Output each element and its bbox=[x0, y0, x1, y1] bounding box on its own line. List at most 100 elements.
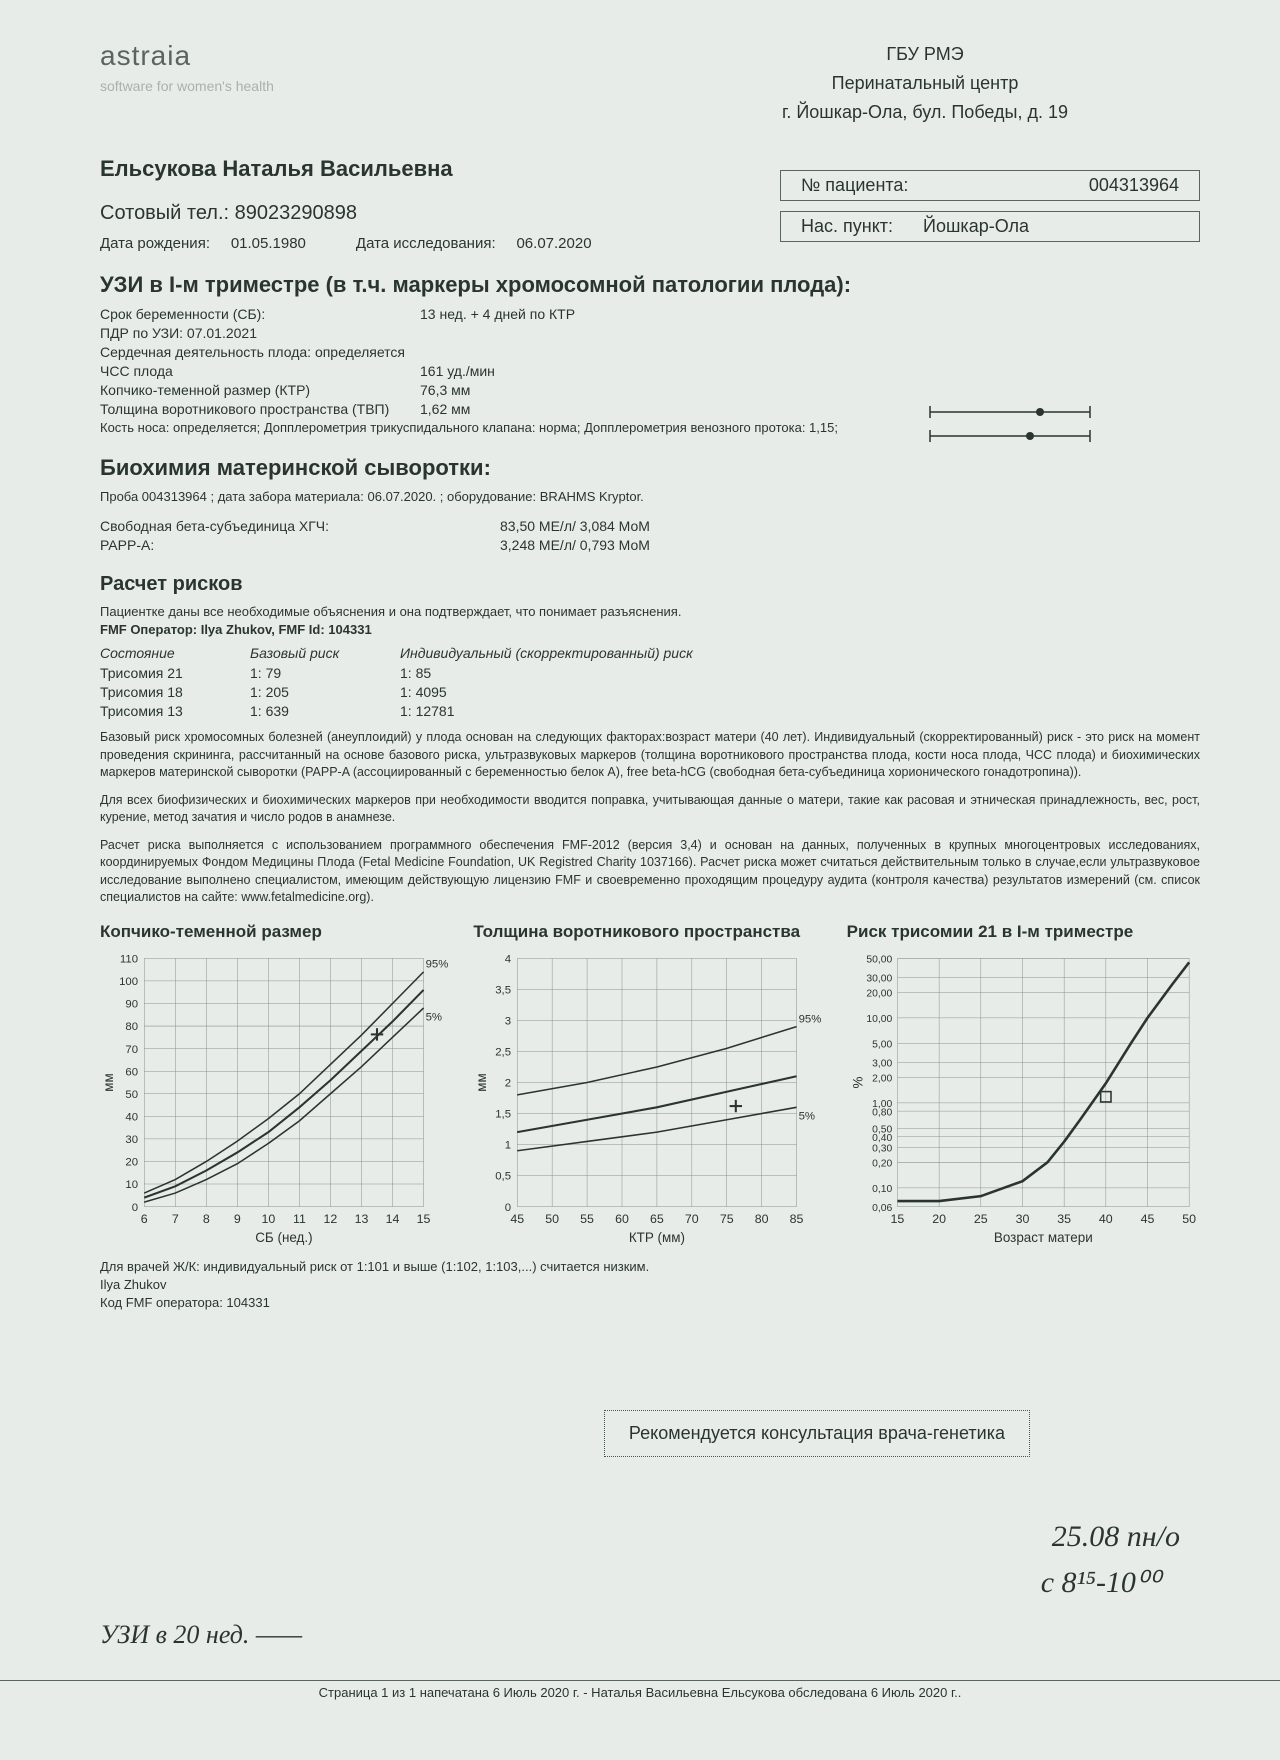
svg-text:50: 50 bbox=[546, 1212, 560, 1226]
patient-city-label: Нас. пункт: bbox=[801, 216, 893, 237]
bio-heading: Биохимия материнской сыворотки: bbox=[100, 455, 1200, 481]
risk-h-c2: Базовый риск bbox=[250, 645, 400, 661]
papp-label: PAPP-A: bbox=[100, 537, 420, 553]
svg-text:5%: 5% bbox=[799, 1111, 815, 1123]
svg-text:50,00: 50,00 bbox=[866, 954, 892, 965]
svg-text:60: 60 bbox=[615, 1212, 629, 1226]
risk-heading: Расчет рисков bbox=[100, 573, 1200, 596]
risk-consent: Пациентке даны все необходимые объяснени… bbox=[100, 604, 1200, 619]
ga-label: Срок беременности (СБ): bbox=[100, 306, 420, 322]
svg-text:70: 70 bbox=[685, 1212, 699, 1226]
svg-text:11: 11 bbox=[293, 1212, 306, 1226]
svg-text:30: 30 bbox=[1015, 1212, 1029, 1226]
ga-value: 13 нед. + 4 дней по КТР bbox=[420, 306, 575, 322]
svg-text:90: 90 bbox=[125, 999, 138, 1011]
org-line3: г. Йошкар-Ола, бул. Победы, д. 19 bbox=[650, 98, 1200, 127]
svg-text:5,00: 5,00 bbox=[872, 1039, 892, 1050]
hr-label: ЧСС плода bbox=[100, 363, 420, 379]
risk-para2: Расчет риска выполняется с использование… bbox=[100, 837, 1200, 907]
phone-value: 89023290898 bbox=[235, 202, 357, 224]
svg-text:1,5: 1,5 bbox=[496, 1109, 512, 1121]
svg-text:95%: 95% bbox=[799, 1013, 822, 1025]
patient-city-box: Нас. пункт: Йошкар-Ола bbox=[780, 211, 1200, 242]
svg-text:КТР (мм): КТР (мм) bbox=[629, 1230, 685, 1245]
organization-block: ГБУ РМЭ Перинатальный центр г. Йошкар-Ол… bbox=[650, 40, 1200, 126]
logo-block: astraia software for women's health bbox=[100, 40, 650, 126]
footer-opcode: Код FMF оператора: 104331 bbox=[100, 1295, 1200, 1310]
table-row: Трисомия 18 1: 205 1: 4095 bbox=[100, 684, 1200, 700]
cardiac: Сердечная деятельность плода: определяет… bbox=[100, 344, 1200, 360]
header: astraia software for women's health ГБУ … bbox=[100, 40, 1200, 126]
handwriting-note: УЗИ в 20 нед. —— bbox=[100, 1620, 302, 1650]
chart-t21: Риск трисомии 21 в I-м триместре 1520253… bbox=[847, 922, 1200, 1251]
svg-text:0,06: 0,06 bbox=[872, 1203, 892, 1214]
svg-text:85: 85 bbox=[790, 1212, 804, 1226]
doctors-note: Для врачей Ж/К: индивидуальный риск от 1… bbox=[100, 1259, 1200, 1274]
logo-name: astraia bbox=[100, 40, 650, 72]
svg-text:1,00: 1,00 bbox=[872, 1099, 892, 1110]
svg-text:0: 0 bbox=[132, 1202, 138, 1214]
svg-text:40: 40 bbox=[125, 1111, 138, 1123]
patient-id-label: № пациента: bbox=[801, 175, 1059, 196]
papp-value: 3,248 МЕ/л/ 0,793 МоМ bbox=[420, 537, 650, 553]
risk-table: Состояние Базовый риск Индивидуальный (с… bbox=[100, 645, 1200, 719]
svg-text:1: 1 bbox=[505, 1140, 511, 1152]
crl-label: Копчико-теменной размер (КТР) bbox=[100, 382, 420, 398]
svg-text:20: 20 bbox=[125, 1157, 138, 1169]
nt-label: Толщина воротникового пространства (ТВП) bbox=[100, 401, 420, 417]
chart-t21-title: Риск трисомии 21 в I-м триместре bbox=[847, 922, 1200, 942]
svg-text:50: 50 bbox=[1182, 1212, 1196, 1226]
svg-text:СБ (нед.): СБ (нед.) bbox=[255, 1230, 312, 1245]
svg-text:0,10: 0,10 bbox=[872, 1184, 892, 1195]
crl-value: 76,3 мм bbox=[420, 382, 470, 398]
svg-text:3: 3 bbox=[505, 1015, 511, 1027]
svg-text:4: 4 bbox=[505, 953, 511, 965]
svg-text:0,20: 0,20 bbox=[872, 1158, 892, 1169]
patient-city-value: Йошкар-Ола bbox=[923, 216, 1029, 237]
svg-text:45: 45 bbox=[511, 1212, 525, 1226]
svg-text:%: % bbox=[850, 1076, 865, 1088]
svg-text:6: 6 bbox=[141, 1212, 148, 1226]
birth-value: 01.05.1980 bbox=[231, 235, 306, 252]
charts-row: Копчико-теменной размер 6789101112131415… bbox=[100, 922, 1200, 1251]
svg-text:0: 0 bbox=[505, 1202, 511, 1214]
svg-text:8: 8 bbox=[203, 1212, 210, 1226]
svg-text:9: 9 bbox=[234, 1212, 241, 1226]
svg-text:мм: мм bbox=[101, 1073, 116, 1091]
svg-text:70: 70 bbox=[125, 1044, 138, 1056]
svg-text:55: 55 bbox=[580, 1212, 594, 1226]
svg-text:10,00: 10,00 bbox=[866, 1014, 892, 1025]
risk-para1: Базовый риск хромосомных болезней (анеуп… bbox=[100, 729, 1200, 782]
chart-nt-title: Толщина воротникового пространства bbox=[473, 922, 826, 942]
svg-text:20: 20 bbox=[932, 1212, 946, 1226]
uzi-heading: УЗИ в I-м триместре (в т.ч. маркеры хром… bbox=[100, 272, 1200, 298]
svg-text:100: 100 bbox=[119, 976, 138, 988]
svg-text:65: 65 bbox=[650, 1212, 664, 1226]
patient-id-boxes: № пациента: 004313964 Нас. пункт: Йошкар… bbox=[780, 170, 1200, 252]
svg-text:45: 45 bbox=[1140, 1212, 1154, 1226]
handwriting-time: с 8¹⁵-10⁰⁰ bbox=[1041, 1565, 1160, 1600]
org-line1: ГБУ РМЭ bbox=[650, 40, 1200, 69]
svg-text:0,5: 0,5 bbox=[496, 1171, 512, 1183]
svg-text:5%: 5% bbox=[426, 1011, 442, 1023]
logo-subtitle: software for women's health bbox=[100, 78, 650, 94]
risk-h-c1: Состояние bbox=[100, 645, 250, 661]
svg-text:Возраст матери: Возраст матери bbox=[994, 1230, 1093, 1245]
svg-text:2,5: 2,5 bbox=[496, 1046, 512, 1058]
svg-text:10: 10 bbox=[125, 1179, 138, 1191]
hcg-value: 83,50 МЕ/л/ 3,084 МоМ bbox=[420, 518, 650, 534]
birth-label: Дата рождения: bbox=[100, 235, 210, 252]
footer-name: Ilya Zhukov bbox=[100, 1277, 1200, 1292]
nt-value: 1,62 мм bbox=[420, 401, 470, 417]
exam-value: 06.07.2020 bbox=[516, 235, 591, 252]
svg-text:15: 15 bbox=[417, 1212, 431, 1226]
chart-crl-title: Копчико-теменной размер bbox=[100, 922, 453, 942]
table-row: Трисомия 13 1: 639 1: 12781 bbox=[100, 703, 1200, 719]
svg-text:35: 35 bbox=[1057, 1212, 1071, 1226]
svg-text:10: 10 bbox=[261, 1212, 275, 1226]
hcg-label: Свободная бета-субъединица ХГЧ: bbox=[100, 518, 420, 534]
svg-text:40: 40 bbox=[1099, 1212, 1113, 1226]
hr-value: 161 уд./мин bbox=[420, 363, 495, 379]
exam-label: Дата исследования: bbox=[356, 235, 496, 252]
org-line2: Перинатальный центр bbox=[650, 69, 1200, 98]
